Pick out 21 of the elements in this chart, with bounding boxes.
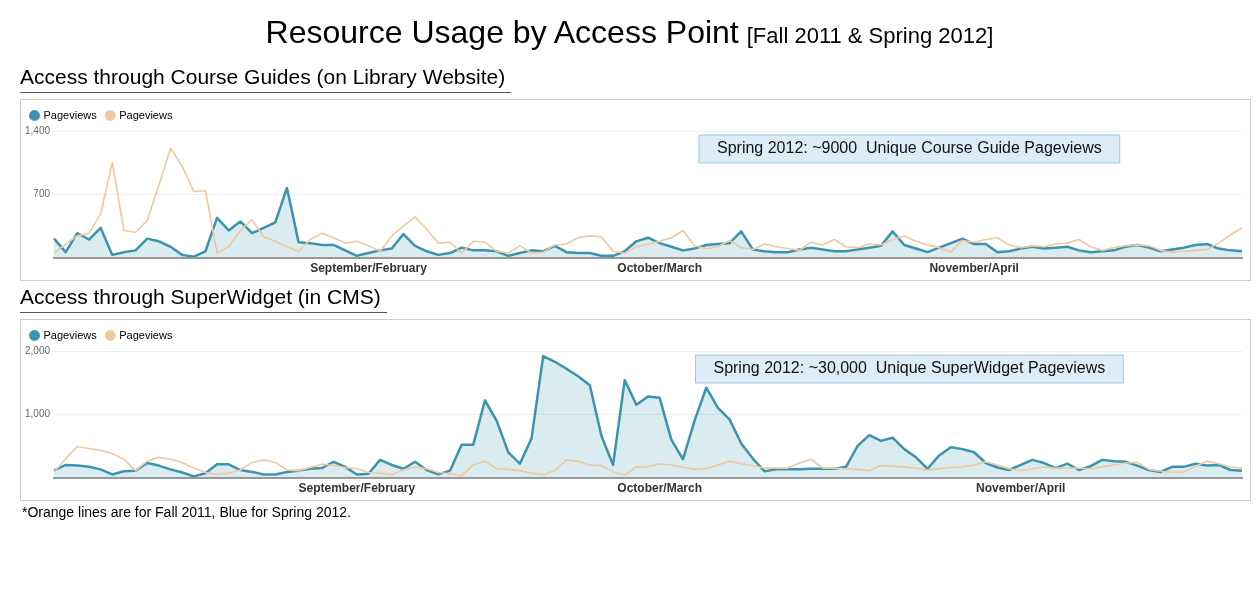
legend-label: Pageviews — [119, 328, 173, 341]
chart-title: Access through Course Guides (on Library Website) — [20, 65, 512, 93]
x-tick-label: November/April — [976, 481, 1066, 496]
text: *Orange lines are for Fall 2011, Blue for Spring 2012. — [22, 504, 352, 520]
y-tick-label: 2,000 — [24, 344, 51, 356]
text: [Fall 2011 & Spring 2012] — [746, 23, 994, 48]
text: Resource Usage by Access Point — [265, 14, 739, 50]
x-tick-label: November/April — [929, 261, 1019, 276]
y-tick-label: 1,000 — [24, 408, 51, 420]
x-tick-label: October/March — [617, 261, 702, 276]
legend-label: Pageviews — [119, 108, 173, 121]
chart-title: Access through SuperWidget (in CMS) — [20, 285, 387, 313]
x-tick-label: September/February — [310, 261, 428, 276]
y-tick-label: 700 — [33, 188, 51, 200]
y-tick-label: 1,400 — [24, 124, 51, 136]
legend-label: Pageviews — [43, 108, 98, 121]
x-tick-label: October/March — [617, 481, 702, 496]
annotation: Spring 2012: ~30,000 Unique SuperWidget Pageviews — [713, 359, 1106, 377]
annotation: Spring 2012: ~9000 Unique Course Guide Pageviews — [717, 139, 1102, 157]
x-tick-label: September/February — [298, 481, 416, 496]
legend-label: Pageviews — [43, 328, 98, 341]
